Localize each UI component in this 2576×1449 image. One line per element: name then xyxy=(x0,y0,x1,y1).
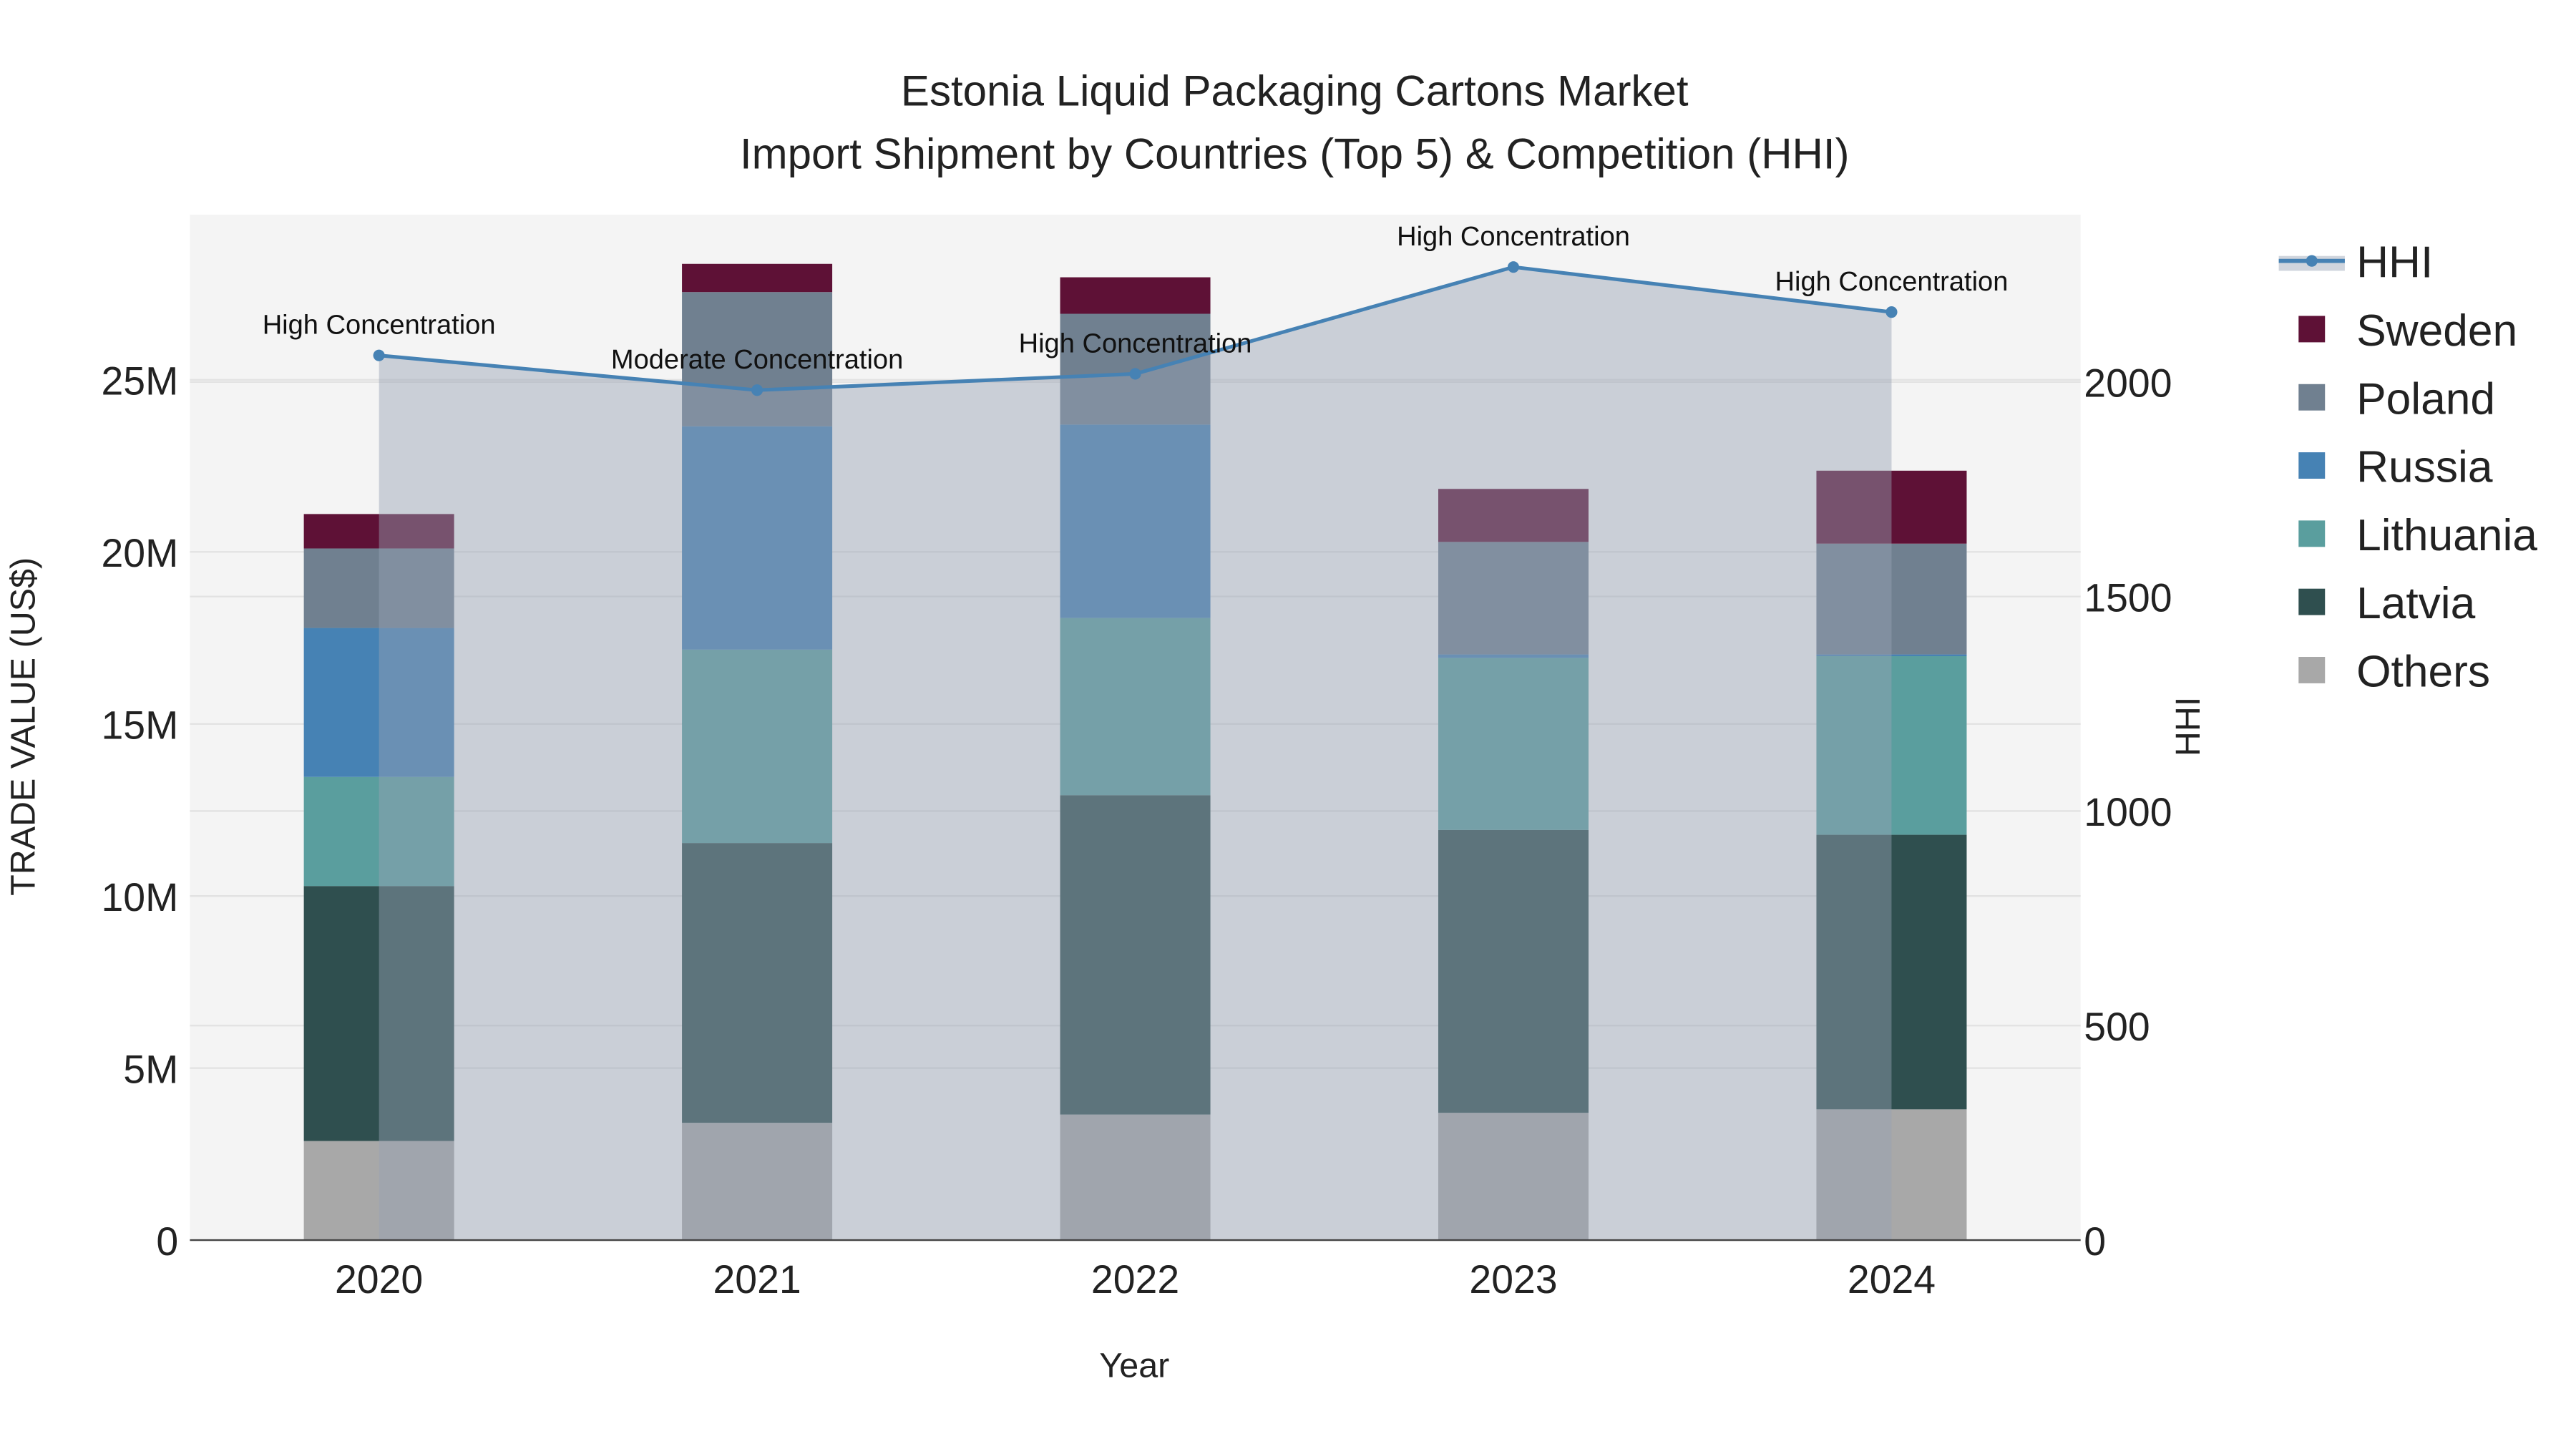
legend-item-others[interactable]: Others xyxy=(2298,648,2490,697)
bar-latvia-2021[interactable] xyxy=(682,843,833,1123)
legend-item-lithuania[interactable]: Lithuania xyxy=(2298,511,2537,560)
bar-others-2024[interactable] xyxy=(1816,1109,1967,1241)
bar-lithuania-2024[interactable] xyxy=(1816,655,1967,835)
bar-poland-2020[interactable] xyxy=(303,548,454,628)
bar-poland-2024[interactable] xyxy=(1816,543,1967,655)
bar-sweden-2022[interactable] xyxy=(1060,277,1211,314)
legend-label: Sweden xyxy=(2356,306,2517,356)
bar-others-2021[interactable] xyxy=(682,1123,833,1241)
hhi-point-2023[interactable] xyxy=(1507,261,1520,273)
y-tick-label: 10M xyxy=(101,875,178,919)
legend-item-latvia[interactable]: Latvia xyxy=(2298,579,2476,628)
legend-label: Lithuania xyxy=(2356,511,2537,560)
bar-others-2020[interactable] xyxy=(303,1141,454,1241)
legend-item-sweden[interactable]: Sweden xyxy=(2298,306,2517,356)
legend-label: Russia xyxy=(2356,443,2493,492)
bar-latvia-2024[interactable] xyxy=(1816,834,1967,1110)
legend-swatch xyxy=(2298,452,2326,479)
hhi-point-2021[interactable] xyxy=(751,384,763,396)
legend-label: Others xyxy=(2356,648,2490,697)
bar-latvia-2020[interactable] xyxy=(303,886,454,1141)
y-tick-label: 15M xyxy=(101,703,178,747)
y-axis-label: TRADE VALUE (US$) xyxy=(4,557,42,896)
legend-swatch xyxy=(2298,657,2326,683)
bar-russia-2021[interactable] xyxy=(682,426,833,650)
legend-swatch xyxy=(2298,520,2326,547)
y2-tick-label: 2000 xyxy=(2084,361,2172,406)
bar-poland-2023[interactable] xyxy=(1438,542,1589,655)
legend-label: Latvia xyxy=(2356,579,2476,628)
bar-russia-2023[interactable] xyxy=(1438,654,1589,658)
bar-poland-2021[interactable] xyxy=(682,292,833,426)
bar-lithuania-2020[interactable] xyxy=(303,776,454,887)
legend-item-hhi[interactable]: HHI xyxy=(2278,238,2434,288)
x-tick-label: 2022 xyxy=(1091,1257,1179,1302)
y-tick-label: 25M xyxy=(101,359,178,404)
x-tick-label: 2024 xyxy=(1848,1257,1936,1302)
bar-lithuania-2021[interactable] xyxy=(682,649,833,844)
legend-item-poland[interactable]: Poland xyxy=(2298,374,2495,424)
bar-sweden-2021[interactable] xyxy=(682,263,833,293)
chart-title-line2: Import Shipment by Countries (Top 5) & C… xyxy=(740,130,1850,177)
hhi-annotation: High Concentration xyxy=(1775,267,2009,297)
x-tick-label: 2020 xyxy=(335,1257,423,1302)
y-tick-label: 20M xyxy=(101,531,178,575)
y-tick-label: 5M xyxy=(123,1047,178,1091)
bar-sweden-2020[interactable] xyxy=(303,514,454,549)
legend-swatch xyxy=(2298,588,2326,615)
bar-others-2023[interactable] xyxy=(1438,1113,1589,1241)
bar-lithuania-2022[interactable] xyxy=(1060,618,1211,796)
y2-tick-label: 1500 xyxy=(2084,575,2172,620)
bar-sweden-2023[interactable] xyxy=(1438,489,1589,542)
legend-swatch xyxy=(2298,384,2326,411)
hhi-annotation: High Concentration xyxy=(1397,222,1630,252)
x-tick-label: 2021 xyxy=(713,1257,801,1302)
bar-russia-2022[interactable] xyxy=(1060,424,1211,618)
chart-title-line1: Estonia Liquid Packaging Cartons Market xyxy=(901,67,1689,115)
x-tick-label: 2023 xyxy=(1469,1257,1557,1302)
bar-lithuania-2023[interactable] xyxy=(1438,658,1589,830)
legend-label: Poland xyxy=(2356,374,2495,424)
hhi-annotation: Moderate Concentration xyxy=(611,345,903,375)
legend-hhi-marker-icon xyxy=(2306,255,2318,267)
y2-axis-label: HHI xyxy=(2169,697,2207,756)
hhi-annotation: High Concentration xyxy=(263,311,496,341)
hhi-annotation: High Concentration xyxy=(1019,328,1252,358)
hhi-point-2024[interactable] xyxy=(1885,306,1898,318)
y2-tick-label: 0 xyxy=(2084,1219,2106,1264)
legend-swatch xyxy=(2298,316,2326,343)
bar-russia-2024[interactable] xyxy=(1816,654,1967,656)
y-tick-label: 0 xyxy=(156,1219,178,1264)
y2-tick-label: 1000 xyxy=(2084,790,2172,834)
legend-item-russia[interactable]: Russia xyxy=(2298,443,2493,492)
hhi-point-2020[interactable] xyxy=(373,349,385,361)
bar-latvia-2022[interactable] xyxy=(1060,795,1211,1115)
legend-label: HHI xyxy=(2356,238,2433,288)
bar-latvia-2023[interactable] xyxy=(1438,829,1589,1113)
hhi-area xyxy=(379,267,1892,1241)
y2-tick-label: 500 xyxy=(2084,1005,2150,1049)
hhi-point-2022[interactable] xyxy=(1129,368,1141,380)
bar-others-2022[interactable] xyxy=(1060,1114,1211,1241)
bar-sweden-2024[interactable] xyxy=(1816,470,1967,544)
bar-russia-2020[interactable] xyxy=(303,628,454,777)
x-axis-label: Year xyxy=(1099,1347,1169,1385)
